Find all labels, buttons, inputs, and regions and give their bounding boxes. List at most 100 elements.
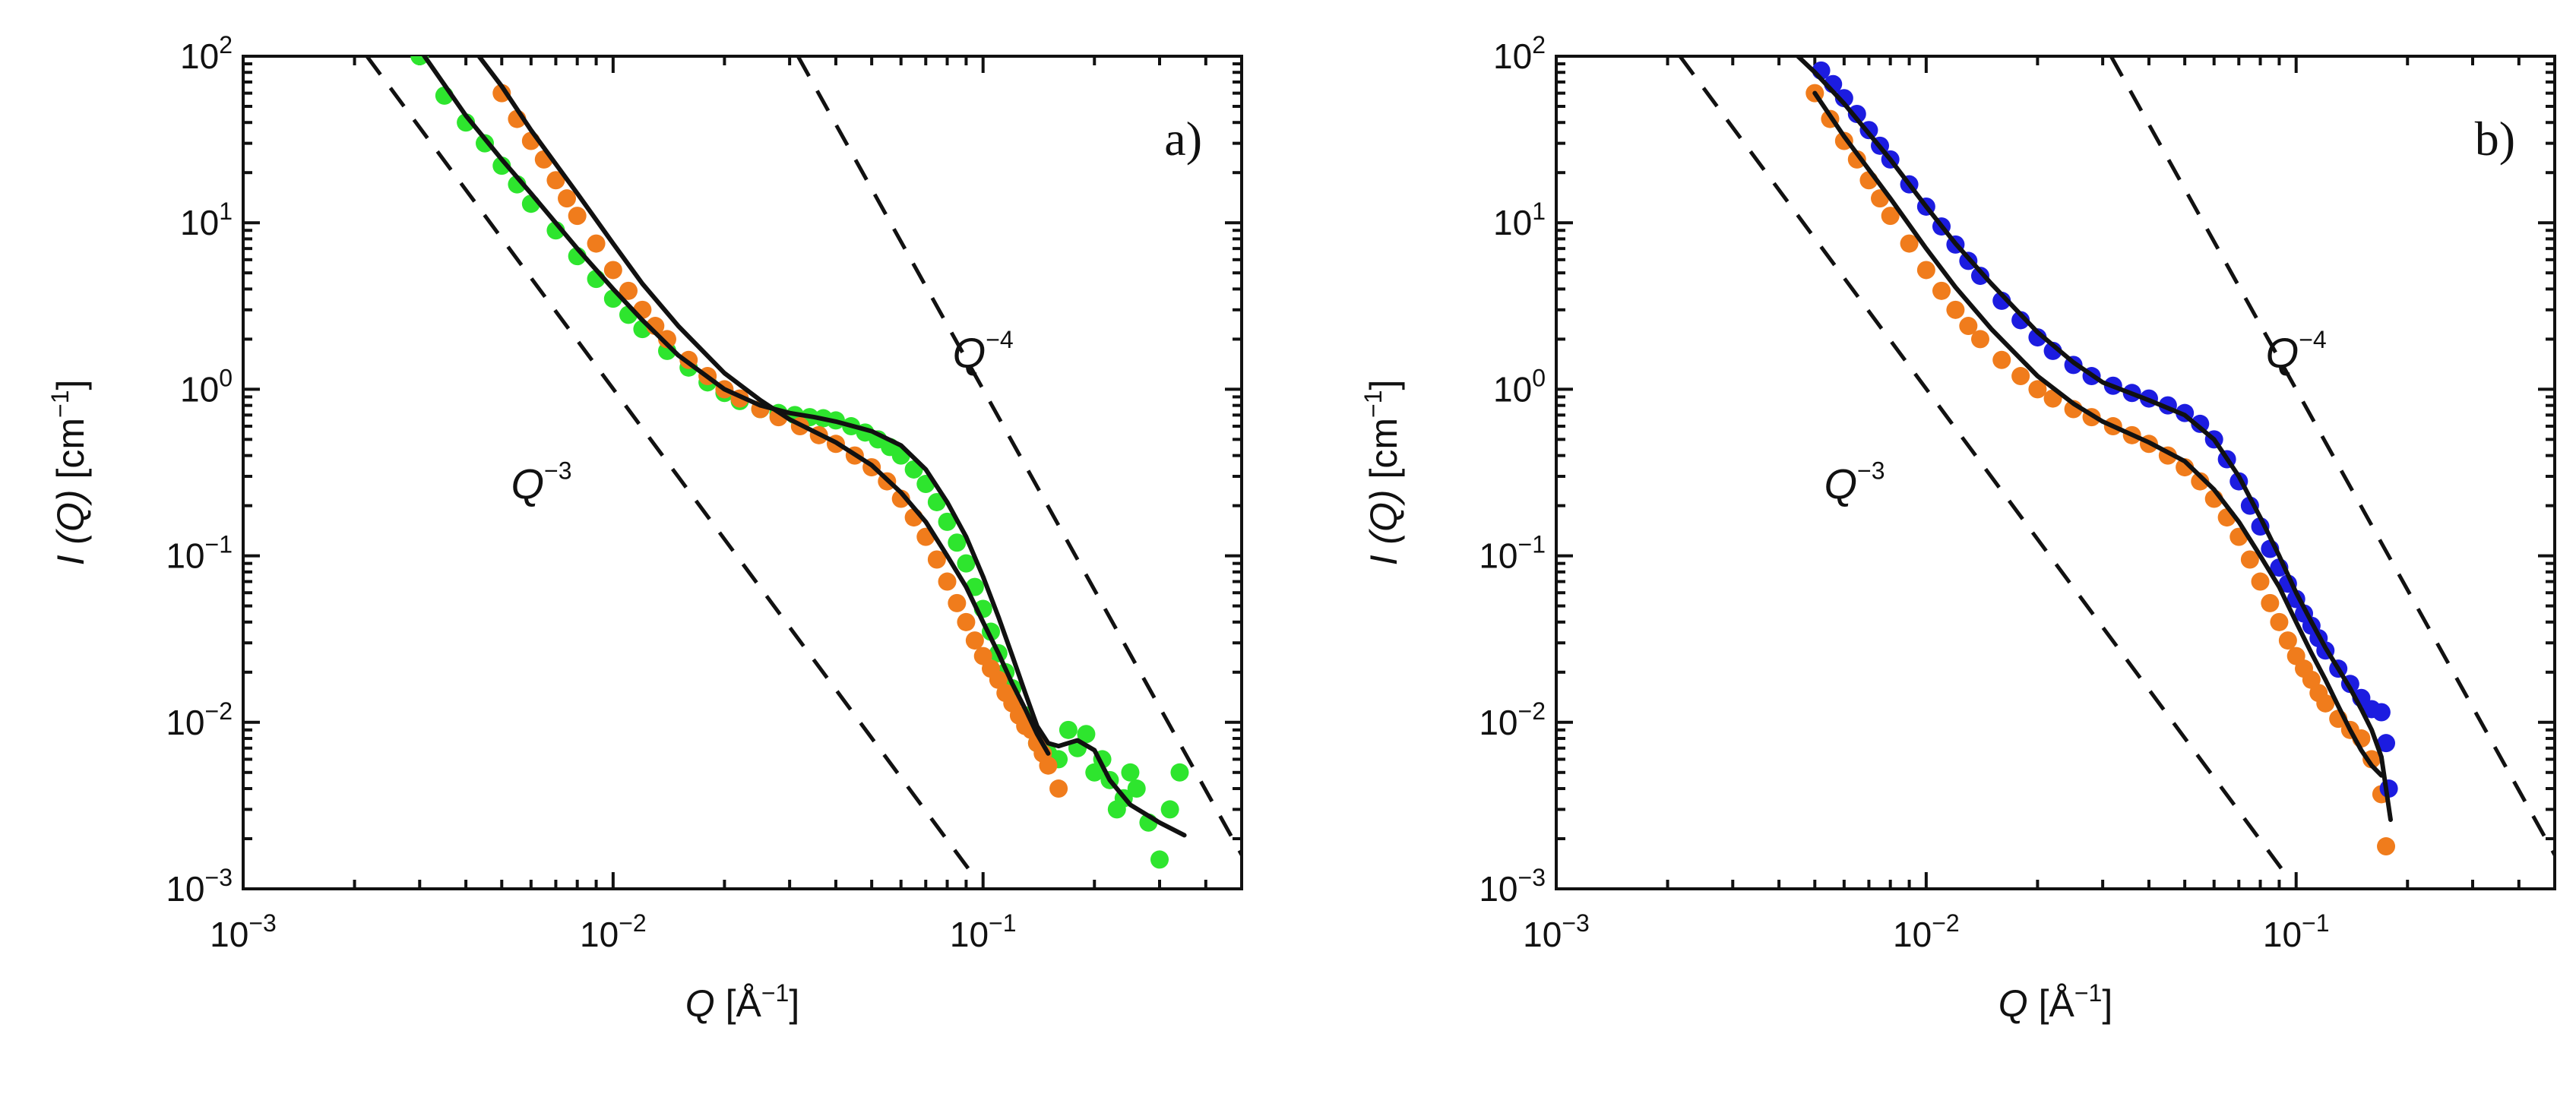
x-axis-title: Q [Å−1] — [685, 979, 799, 1025]
y-tick-label: 100 — [180, 364, 233, 409]
data-point — [1170, 763, 1189, 782]
data-point — [2011, 367, 2030, 386]
x-axis-title: Q [Å−1] — [1998, 979, 2112, 1025]
data-point — [492, 84, 511, 103]
data-point — [1085, 763, 1104, 782]
y-tick-label: 100 — [1493, 364, 1546, 409]
data-point — [558, 189, 577, 208]
data-point — [2011, 311, 2030, 330]
data-point — [1970, 267, 1989, 286]
fit-line-fit-orange — [476, 56, 1051, 756]
y-axis-title: I (Q) [cm−1] — [1359, 380, 1405, 566]
data-point — [938, 572, 957, 591]
data-point — [2028, 328, 2047, 347]
data-point — [2191, 414, 2210, 433]
data-point — [587, 234, 606, 253]
slope-annotation: Q−3 — [1824, 457, 1885, 508]
y-tick-label: 10−3 — [1479, 864, 1546, 909]
x-tick-label: 10−1 — [950, 909, 1017, 954]
data-point — [1946, 300, 1965, 319]
data-point — [2362, 750, 2381, 769]
panel-label: b) — [2475, 112, 2515, 166]
data-point — [492, 156, 511, 175]
x-tick-label: 10−2 — [580, 909, 647, 954]
y-tick-label: 101 — [1493, 198, 1546, 242]
plot-frame — [242, 55, 1243, 890]
x-tick-label: 10−1 — [2263, 909, 2330, 954]
y-tick-label: 102 — [180, 31, 233, 76]
data-point — [1992, 350, 2011, 369]
data-point — [1900, 234, 1919, 253]
slope-annotation: Q−3 — [511, 457, 571, 508]
data-point — [2278, 631, 2297, 650]
data-point — [603, 261, 622, 280]
slope-annotation: Q−4 — [2266, 326, 2327, 377]
data-point — [891, 489, 910, 508]
data-point — [927, 492, 946, 511]
data-point — [957, 612, 976, 631]
panel-b: 10−3 10−2 10−1 10−3 10−2 10−1 100 101 102 Q [Å−1]… — [1359, 31, 2556, 1025]
data-point — [2377, 837, 2396, 856]
data-point — [2240, 550, 2259, 569]
data-point — [948, 533, 967, 552]
data-point — [957, 554, 976, 573]
x-tick-label: 10−3 — [210, 909, 277, 954]
plot-area — [1678, 56, 2555, 874]
reference-line-q-3 — [1678, 56, 2286, 874]
data-point — [657, 330, 676, 349]
data-point — [2251, 572, 2270, 591]
data-point — [948, 593, 967, 612]
data-point — [568, 207, 587, 226]
data-point — [927, 550, 946, 569]
reference-line-q-4 — [796, 56, 1242, 856]
data-point — [1150, 850, 1169, 869]
x-tick-label: 10−2 — [1893, 909, 1960, 954]
data-point — [2377, 734, 2396, 753]
data-point — [1121, 763, 1140, 782]
data-point — [1959, 317, 1978, 336]
plot-area — [365, 56, 1242, 874]
reference-line-q-3 — [365, 56, 973, 874]
y-tick-label: 10−2 — [1479, 697, 1546, 742]
data-point — [1847, 150, 1866, 169]
y-tick-label: 10−1 — [166, 531, 233, 576]
fit-line-fit-orange — [1812, 90, 2384, 778]
y-tick-label: 10−1 — [1479, 531, 1546, 576]
reference-line-q-4 — [2109, 56, 2555, 856]
data-point — [2261, 593, 2280, 612]
data-point — [2372, 703, 2391, 722]
series-orange-data — [1805, 84, 2396, 856]
panel-a: 10−3 10−2 10−1 10−3 10−2 10−1 100 101 102 Q [Å−1]… — [46, 31, 1243, 1025]
data-point — [1881, 207, 1900, 226]
data-point — [1127, 779, 1146, 798]
data-point — [1049, 779, 1068, 798]
data-point — [1970, 330, 1989, 349]
data-point — [619, 281, 638, 300]
data-point — [1916, 261, 1935, 280]
y-tick-label: 102 — [1493, 31, 1546, 76]
y-tick-label: 101 — [180, 198, 233, 242]
y-tick-label: 10−3 — [166, 864, 233, 909]
series-orange-data — [492, 84, 1068, 798]
data-point — [1932, 281, 1951, 300]
data-point — [1039, 756, 1058, 775]
series-green-data — [410, 56, 1189, 869]
x-tick-label: 10−3 — [1523, 909, 1590, 954]
panel-label: a) — [1164, 112, 1202, 166]
data-point — [1077, 725, 1096, 744]
plot-frame — [1555, 55, 2556, 890]
fit-line-fit-green — [421, 56, 1187, 838]
data-point — [1059, 720, 1078, 739]
slope-annotation: Q−4 — [953, 326, 1014, 377]
data-point — [2028, 380, 2047, 399]
fit-line-fit-blue — [1796, 56, 2393, 822]
data-point — [1160, 800, 1179, 819]
data-point — [546, 171, 565, 190]
data-point — [2316, 694, 2335, 713]
data-point — [2191, 472, 2210, 491]
y-tick-label: 10−2 — [166, 697, 233, 742]
data-point — [965, 631, 984, 650]
data-point — [2270, 612, 2289, 631]
y-axis-title: I (Q) [cm−1] — [46, 380, 92, 566]
